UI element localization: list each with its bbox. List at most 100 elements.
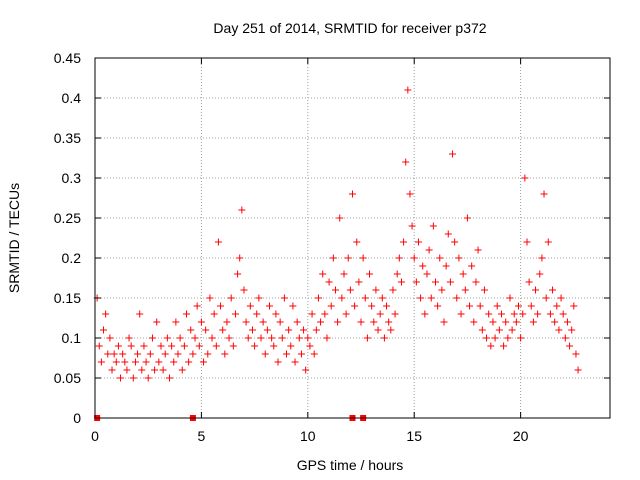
data-point bbox=[138, 366, 146, 374]
data-point bbox=[285, 326, 293, 334]
data-point bbox=[183, 310, 191, 318]
data-point bbox=[417, 294, 425, 302]
y-tick-label: 0.35 bbox=[54, 130, 81, 146]
data-point bbox=[240, 286, 248, 294]
data-point bbox=[266, 302, 274, 310]
data-point bbox=[523, 238, 531, 246]
data-point bbox=[555, 326, 563, 334]
data-point bbox=[485, 310, 493, 318]
data-point bbox=[344, 254, 352, 262]
data-point bbox=[572, 350, 580, 358]
data-point bbox=[189, 350, 197, 358]
data-point bbox=[529, 318, 537, 326]
data-point bbox=[553, 302, 561, 310]
data-point bbox=[180, 342, 188, 350]
data-point bbox=[321, 310, 329, 318]
data-point bbox=[527, 302, 535, 310]
data-point bbox=[102, 310, 110, 318]
data-point bbox=[570, 302, 578, 310]
data-point bbox=[195, 342, 203, 350]
data-point bbox=[395, 254, 403, 262]
data-point bbox=[117, 374, 125, 382]
data-point bbox=[493, 302, 501, 310]
data-point bbox=[400, 238, 408, 246]
data-point bbox=[438, 286, 446, 294]
data-point bbox=[566, 342, 574, 350]
y-tick-label: 0.45 bbox=[54, 50, 81, 66]
data-point bbox=[336, 214, 344, 222]
data-point bbox=[436, 254, 444, 262]
data-point bbox=[246, 302, 254, 310]
data-point bbox=[434, 302, 442, 310]
data-point bbox=[217, 302, 225, 310]
data-point bbox=[259, 318, 267, 326]
data-point bbox=[351, 302, 359, 310]
y-tick-label: 0.05 bbox=[54, 370, 81, 386]
data-point bbox=[261, 350, 269, 358]
data-point bbox=[287, 342, 295, 350]
data-point bbox=[406, 190, 414, 198]
data-point bbox=[557, 294, 565, 302]
data-point bbox=[525, 278, 533, 286]
data-point bbox=[110, 350, 118, 358]
data-point bbox=[161, 350, 169, 358]
data-point bbox=[136, 310, 144, 318]
data-point bbox=[474, 246, 482, 254]
data-point bbox=[457, 310, 465, 318]
y-axis-label: SRMTID / TECUs bbox=[6, 183, 22, 293]
data-point bbox=[108, 366, 116, 374]
data-point bbox=[504, 334, 512, 342]
data-point bbox=[187, 326, 195, 334]
data-point bbox=[574, 366, 582, 374]
data-point bbox=[423, 270, 431, 278]
data-point bbox=[214, 238, 222, 246]
x-tick-label: 20 bbox=[513, 428, 529, 444]
data-point bbox=[342, 310, 350, 318]
data-point bbox=[263, 326, 271, 334]
data-point bbox=[412, 278, 420, 286]
data-point bbox=[310, 350, 318, 358]
data-point bbox=[244, 334, 252, 342]
data-point bbox=[168, 342, 176, 350]
data-point bbox=[142, 358, 150, 366]
data-point bbox=[393, 270, 401, 278]
y-tick-label: 0.25 bbox=[54, 210, 81, 226]
data-point bbox=[234, 270, 242, 278]
data-point bbox=[410, 254, 418, 262]
data-point bbox=[378, 294, 386, 302]
data-point bbox=[274, 358, 282, 366]
data-point bbox=[461, 286, 469, 294]
data-point bbox=[225, 334, 233, 342]
data-point bbox=[497, 310, 505, 318]
data-point bbox=[157, 342, 165, 350]
y-tick-label: 0.1 bbox=[62, 330, 82, 346]
data-point bbox=[248, 326, 256, 334]
data-point bbox=[148, 334, 156, 342]
data-point bbox=[495, 326, 503, 334]
data-point bbox=[193, 302, 201, 310]
data-point bbox=[532, 286, 540, 294]
x-tick-label: 5 bbox=[198, 428, 206, 444]
data-point bbox=[202, 326, 210, 334]
y-tick-label: 0.4 bbox=[62, 90, 82, 106]
data-point bbox=[125, 334, 133, 342]
data-point bbox=[376, 310, 384, 318]
data-point bbox=[334, 318, 342, 326]
data-point bbox=[227, 294, 235, 302]
data-point bbox=[304, 334, 312, 342]
x-axis-label: GPS time / hours bbox=[297, 457, 404, 473]
data-point bbox=[165, 374, 173, 382]
chart-title: Day 251 of 2014, SRMTID for receiver p37… bbox=[213, 20, 486, 36]
data-point bbox=[270, 342, 278, 350]
data-point bbox=[491, 334, 499, 342]
data-point bbox=[331, 286, 339, 294]
data-point bbox=[385, 318, 393, 326]
plot-frame bbox=[94, 57, 611, 419]
data-point bbox=[100, 326, 108, 334]
data-point bbox=[361, 294, 369, 302]
data-point bbox=[272, 310, 280, 318]
data-point bbox=[397, 278, 405, 286]
data-point bbox=[519, 310, 527, 318]
data-point bbox=[257, 334, 265, 342]
data-point bbox=[276, 318, 284, 326]
